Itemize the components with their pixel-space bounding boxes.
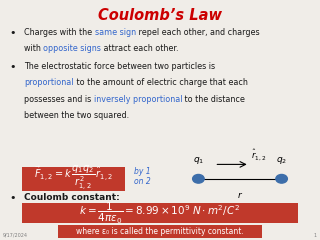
Text: $q_2$: $q_2$ — [276, 155, 287, 166]
Text: $\vec{F}_{1,2}= k\,\dfrac{q_1 q_2}{r_{1,2}^2}\,\hat{r}_{1,2}$: $\vec{F}_{1,2}= k\,\dfrac{q_1 q_2}{r_{1,… — [34, 164, 113, 193]
FancyBboxPatch shape — [22, 167, 125, 191]
Text: to the amount of electric charge that each: to the amount of electric charge that ea… — [74, 78, 247, 87]
Text: $q_1$: $q_1$ — [193, 155, 204, 166]
Text: where ε₀ is called the permittivity constant.: where ε₀ is called the permittivity cons… — [76, 227, 244, 236]
Text: opposite signs: opposite signs — [44, 44, 101, 53]
FancyBboxPatch shape — [58, 225, 262, 238]
Text: $r$: $r$ — [237, 190, 243, 200]
Text: 1: 1 — [314, 233, 317, 238]
Text: repel each other, and charges: repel each other, and charges — [136, 28, 260, 36]
Text: possesses and is: possesses and is — [24, 95, 94, 104]
Text: with: with — [24, 44, 44, 53]
Text: attract each other.: attract each other. — [101, 44, 179, 53]
Text: The electrostatic force between two particles is: The electrostatic force between two part… — [24, 62, 215, 71]
Text: Charges with the: Charges with the — [24, 28, 95, 36]
Circle shape — [276, 174, 287, 183]
Text: proportional: proportional — [24, 78, 74, 87]
Text: $\hat{r}_{1,2}$: $\hat{r}_{1,2}$ — [251, 147, 267, 162]
Text: $k = \dfrac{1}{4\pi\varepsilon_0} = 8.99\times10^9\;N\cdot m^2/C^2$: $k = \dfrac{1}{4\pi\varepsilon_0} = 8.99… — [79, 200, 241, 226]
Text: inversely proportional: inversely proportional — [94, 95, 182, 104]
Text: same sign: same sign — [95, 28, 136, 36]
Text: •: • — [10, 193, 16, 203]
Text: •: • — [10, 62, 16, 72]
Text: by 1
on 2: by 1 on 2 — [134, 167, 151, 186]
FancyBboxPatch shape — [22, 203, 298, 223]
Text: •: • — [10, 28, 16, 38]
Text: to the distance: to the distance — [182, 95, 245, 104]
Text: Coulomb’s Law: Coulomb’s Law — [98, 8, 222, 24]
Text: 9/17/2024: 9/17/2024 — [3, 233, 28, 238]
Text: Coulomb constant:: Coulomb constant: — [24, 193, 120, 202]
Text: between the two squared.: between the two squared. — [24, 111, 129, 120]
Circle shape — [193, 174, 204, 183]
